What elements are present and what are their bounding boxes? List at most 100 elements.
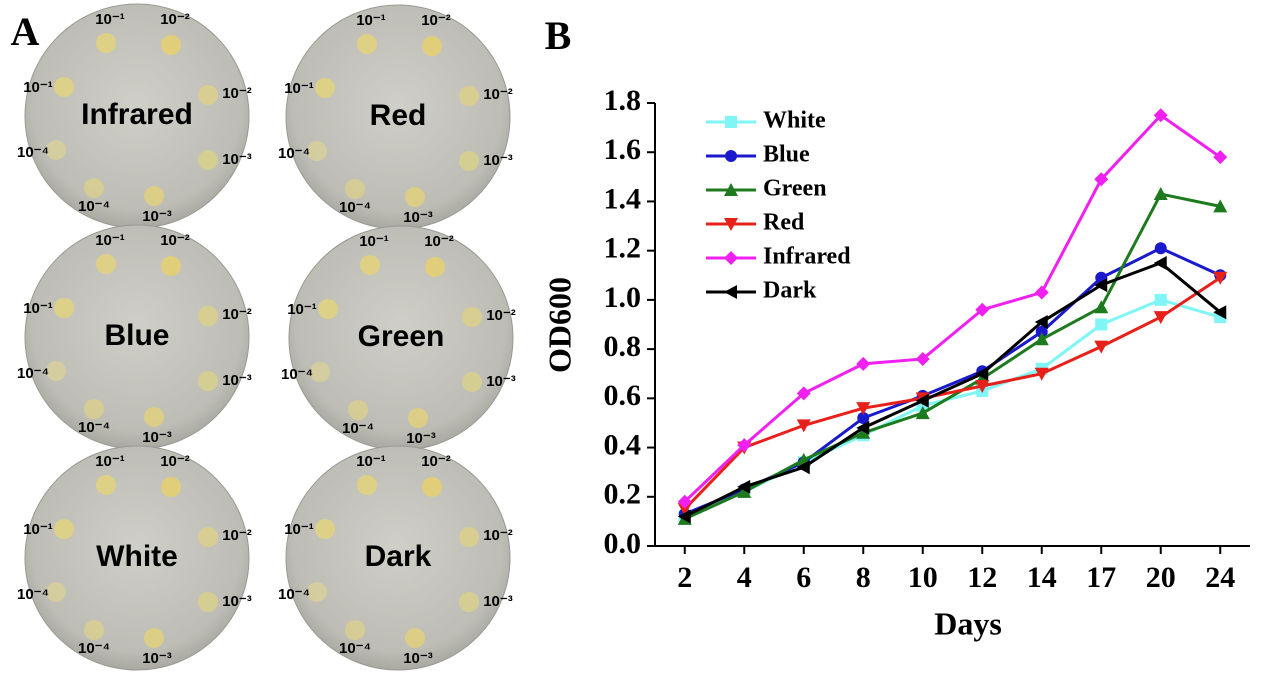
dilution-label: 10⁻¹ [356,453,386,470]
dilution-label: 10⁻³ [222,593,252,610]
dilution-label: 10⁻³ [483,152,513,169]
dilution-label: 10⁻² [222,306,252,323]
colony-spot [161,256,181,276]
panel-label: B [545,13,572,58]
marker [796,386,811,401]
x-tick-label: 14 [1027,561,1057,594]
y-tick-label: 1.0 [604,281,642,314]
y-tick-label: 0.0 [604,527,642,560]
marker [915,406,930,420]
colony-spot [46,361,66,381]
dilution-label: 10⁻² [222,527,252,544]
legend-label: White [763,108,826,134]
x-tick-label: 12 [967,561,997,594]
marker [1213,305,1227,320]
marker [725,150,737,162]
dilution-label: 10⁻² [421,12,451,29]
dilution-label: 10⁻¹ [23,79,53,96]
dilution-label: 10⁻¹ [23,521,53,538]
plate-name: White [96,540,178,573]
colony-spot [198,371,218,391]
colony-spot [345,620,365,640]
colony-spot [46,140,66,160]
dilution-label: 10⁻² [222,85,252,102]
dilution-label: 10⁻¹ [359,233,389,250]
dilution-label: 10⁻¹ [284,80,314,97]
dilution-label: 10⁻² [160,453,190,470]
dilution-label: 10⁻² [160,11,190,28]
marker [856,425,871,439]
colony-spot [307,582,327,602]
marker [1034,285,1049,300]
plate-name: Infrared [81,98,193,131]
colony-spot [54,519,74,539]
dilution-label: 10⁻⁴ [78,640,110,657]
plate-name: Green [358,320,445,353]
dilution-label: 10⁻⁴ [17,586,49,603]
y-tick-label: 1.6 [604,133,642,166]
colony-spot [315,519,335,539]
dilution-label: 10⁻³ [406,430,436,447]
plate-name: Dark [365,540,432,573]
marker [915,393,929,408]
dilution-label: 10⁻⁴ [339,640,371,657]
marker [724,251,738,265]
colony-spot [405,628,425,648]
x-tick-label: 8 [856,561,871,594]
marker [677,509,691,524]
marker [1213,150,1228,165]
marker [737,484,752,498]
colony-spot [198,306,218,326]
marker [677,503,692,517]
marker [975,366,989,381]
marker [1094,278,1108,293]
marker [1094,172,1109,187]
x-tick-label: 10 [908,561,938,594]
dilution-label: 10⁻¹ [95,453,125,470]
y-tick-label: 0.4 [604,428,642,461]
dilution-label: 10⁻² [483,527,513,544]
colony-spot [422,477,442,497]
marker [1034,332,1049,346]
dilution-label: 10⁻² [421,453,451,470]
dilution-label: 10⁻¹ [287,301,317,318]
marker [1034,315,1048,330]
series-line [683,113,1222,503]
legend-label: Green [763,176,827,202]
colony-spot [198,85,218,105]
colony-spot [84,620,104,640]
panel-label: A [11,9,40,54]
plate [24,445,250,671]
dilution-label: 10⁻⁴ [342,420,374,437]
colony-spot [161,35,181,55]
plate-name: Blue [104,319,169,352]
dilution-label: 10⁻⁴ [78,419,110,436]
legend-label: Blue [763,142,810,168]
colony-spot [198,150,218,170]
colony-spot [462,307,482,327]
marker [1154,293,1167,306]
marker [724,285,737,299]
plate [285,445,511,671]
x-tick-label: 2 [677,561,692,594]
colony-spot [408,408,428,428]
colony-spot [144,407,164,427]
dilution-label: 10⁻⁴ [17,365,49,382]
dilution-label: 10⁻³ [142,429,172,446]
colony-spot [84,399,104,419]
colony-spot [360,255,380,275]
dilution-label: 10⁻³ [403,650,433,667]
x-tick-label: 4 [737,561,752,594]
marker [1095,318,1108,331]
marker [975,380,990,394]
marker [975,302,990,317]
colony-spot [318,299,338,319]
y-tick-label: 0.8 [604,330,642,363]
colony-spot [357,34,377,54]
marker [724,183,738,196]
plate-name: Red [370,99,427,132]
marker [796,419,811,433]
marker [1154,242,1167,255]
dilution-label: 10⁻² [160,232,190,249]
